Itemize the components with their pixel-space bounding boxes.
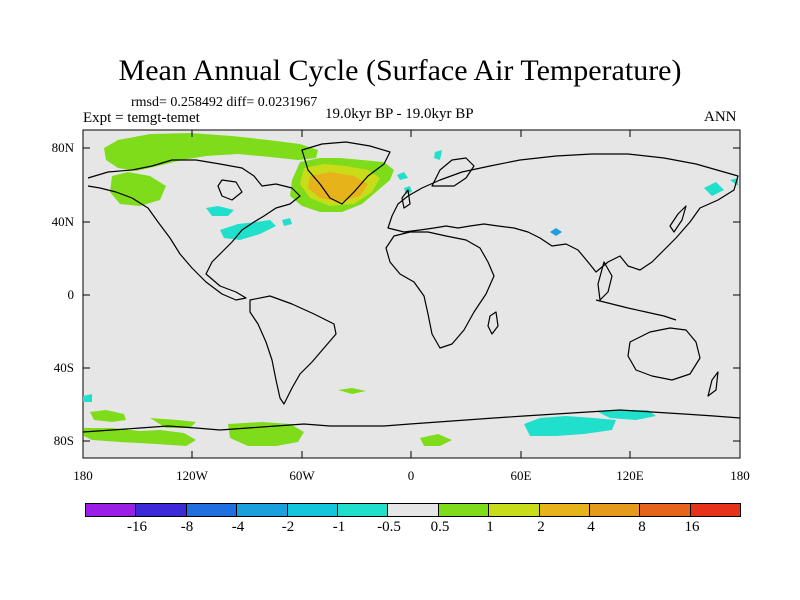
coastline-indonesia	[595, 299, 677, 321]
colorbar-label: -16	[127, 519, 147, 535]
colorbar-box	[438, 504, 490, 516]
lon-label: 120E	[616, 468, 644, 483]
colorbar-box	[640, 504, 691, 516]
coastline-new-zealand	[707, 371, 719, 397]
colorbar-box	[136, 504, 187, 516]
anomaly-region	[338, 388, 366, 394]
colorbar-label: 2	[537, 519, 545, 535]
anomaly-region	[84, 428, 196, 446]
anomaly-region	[220, 220, 276, 240]
map-background	[82, 129, 741, 459]
colorbar-box	[388, 504, 439, 516]
coastline-africa	[385, 231, 495, 349]
colorbar-label: 0.5	[430, 519, 450, 535]
lat-label: 40N	[51, 214, 74, 229]
lon-label: 120W	[176, 468, 208, 483]
anomaly-region	[397, 172, 408, 180]
period-label: 19.0kyr BP - 19.0kyr BP	[325, 106, 474, 122]
coastline-eurasia	[387, 153, 739, 273]
colorbar-label: -8	[180, 519, 194, 535]
anomaly-region	[206, 206, 234, 216]
colorbar-box	[86, 504, 137, 516]
lon-label: 180	[730, 468, 750, 483]
colorbar-label: 1	[486, 519, 494, 535]
season-label: ANN	[704, 109, 737, 125]
colorbar-label: -4	[231, 519, 245, 535]
colorbar-box	[589, 504, 641, 516]
lat-label: 80S	[53, 433, 74, 448]
colorbar-box	[489, 504, 540, 516]
coastline-uk	[401, 189, 411, 209]
warm-anomaly-regions	[84, 133, 452, 446]
colorbar-box	[690, 504, 741, 516]
coastline-south-america	[249, 295, 337, 405]
anomaly-region	[150, 418, 196, 428]
anomaly-region	[110, 172, 166, 206]
lat-label: 40S	[53, 360, 74, 375]
map-title: Mean Annual Cycle (Surface Air Temperatu…	[118, 54, 682, 87]
colorbar-box	[237, 504, 288, 516]
anomaly-region	[434, 150, 442, 160]
colorbar-label: 8	[638, 519, 646, 535]
lat-label: 80N	[51, 140, 74, 155]
anomaly-region	[704, 182, 724, 196]
colorbar-label: 4	[587, 519, 595, 535]
coastline-madagascar	[487, 311, 499, 335]
coastlines	[82, 141, 741, 433]
anomaly-region	[282, 218, 292, 226]
lon-label: 180	[73, 468, 93, 483]
coastline-australia	[627, 327, 701, 381]
anomaly-region	[83, 394, 92, 402]
colorbar	[85, 503, 741, 517]
colorbar-label: -1	[332, 519, 346, 535]
axis-ticks	[83, 130, 740, 458]
colorbar-box	[539, 504, 590, 516]
coastline-antarctica	[82, 409, 741, 433]
colorbar-box	[287, 504, 338, 516]
coastline-hudson-bay	[217, 179, 243, 201]
anomaly-region	[524, 416, 616, 436]
lon-label: 60E	[510, 468, 532, 483]
experiment-label: Expt = temgt-temet	[83, 110, 200, 126]
anomaly-region	[90, 410, 126, 422]
anomaly-region	[420, 434, 452, 446]
coastline-indochina	[597, 261, 613, 301]
colorbar-label: 16	[684, 519, 700, 535]
colorbar-box	[186, 504, 238, 516]
stats-line: rmsd= 0.258492 diff= 0.0231967	[131, 95, 318, 110]
lat-label: 0	[67, 287, 75, 302]
lon-label: 60W	[289, 468, 315, 483]
coastline-greenland	[301, 141, 391, 205]
colorbar-box	[337, 504, 389, 516]
anomaly-region	[308, 172, 368, 202]
colorbar-label: -2	[281, 519, 295, 535]
anomaly-region	[550, 228, 562, 236]
coastline-japan	[669, 205, 687, 233]
coastline-north-america	[87, 159, 301, 301]
colorbar-label: -0.5	[377, 519, 401, 535]
coastline-scandinavia	[431, 157, 475, 187]
lon-label: 0	[407, 468, 415, 483]
anomaly-region	[598, 410, 656, 420]
anomaly-region	[104, 133, 318, 171]
